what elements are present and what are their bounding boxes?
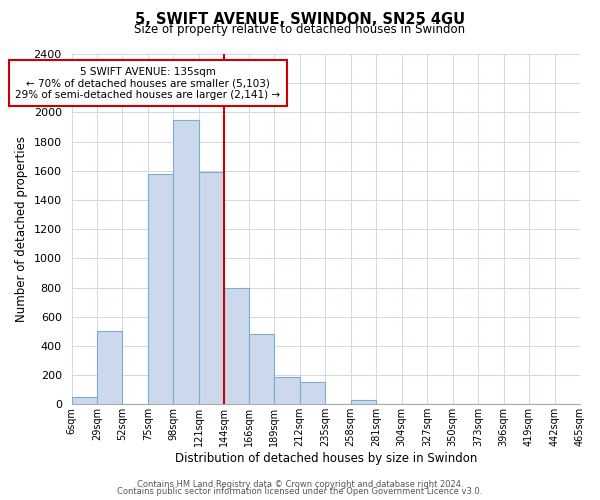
Y-axis label: Number of detached properties: Number of detached properties <box>15 136 28 322</box>
Bar <box>199 172 224 404</box>
Bar <box>350 400 376 404</box>
Bar <box>300 382 325 404</box>
Bar <box>97 332 122 404</box>
Text: Contains HM Land Registry data © Crown copyright and database right 2024.: Contains HM Land Registry data © Crown c… <box>137 480 463 489</box>
X-axis label: Distribution of detached houses by size in Swindon: Distribution of detached houses by size … <box>175 452 477 465</box>
Bar <box>148 174 173 404</box>
Bar <box>274 378 300 404</box>
Bar <box>249 334 274 404</box>
Bar <box>173 120 199 405</box>
Bar <box>224 288 249 405</box>
Bar <box>71 397 97 404</box>
Text: 5 SWIFT AVENUE: 135sqm
← 70% of detached houses are smaller (5,103)
29% of semi-: 5 SWIFT AVENUE: 135sqm ← 70% of detached… <box>16 66 281 100</box>
Text: Contains public sector information licensed under the Open Government Licence v3: Contains public sector information licen… <box>118 487 482 496</box>
Text: Size of property relative to detached houses in Swindon: Size of property relative to detached ho… <box>134 22 466 36</box>
Text: 5, SWIFT AVENUE, SWINDON, SN25 4GU: 5, SWIFT AVENUE, SWINDON, SN25 4GU <box>135 12 465 28</box>
